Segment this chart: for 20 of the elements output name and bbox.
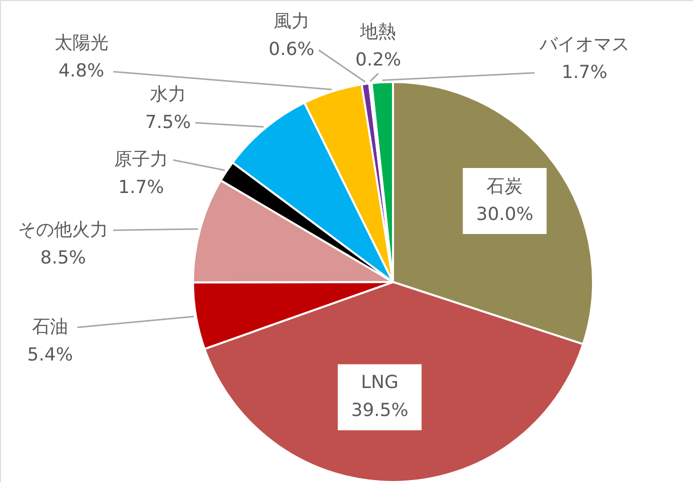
data-label: 39.5% [351, 400, 408, 422]
slice-label: LNG [360, 372, 398, 394]
data-label: 0.2% [355, 49, 402, 70]
slice-label: その他火力 [18, 219, 108, 240]
slice-label: バイオマス [538, 34, 630, 55]
slice-label: 石油 [32, 316, 68, 338]
data-label: 7.5% [145, 112, 191, 133]
slice-label: 地熱 [359, 21, 396, 42]
data-label: 0.6% [268, 39, 314, 60]
data-label: 1.7% [562, 62, 608, 83]
slice-label: 水力 [150, 84, 186, 105]
slice-label: 太陽光 [54, 32, 108, 54]
data-label: 1.7% [118, 177, 164, 198]
slice-label: 原子力 [114, 149, 168, 170]
slice-label: 風力 [274, 11, 310, 32]
slice-label: 石炭 [486, 176, 523, 197]
data-label: 30.0% [476, 204, 534, 225]
data-label: 8.5% [40, 247, 86, 268]
data-label: 4.8% [58, 60, 104, 82]
data-label: 5.4% [27, 344, 73, 366]
